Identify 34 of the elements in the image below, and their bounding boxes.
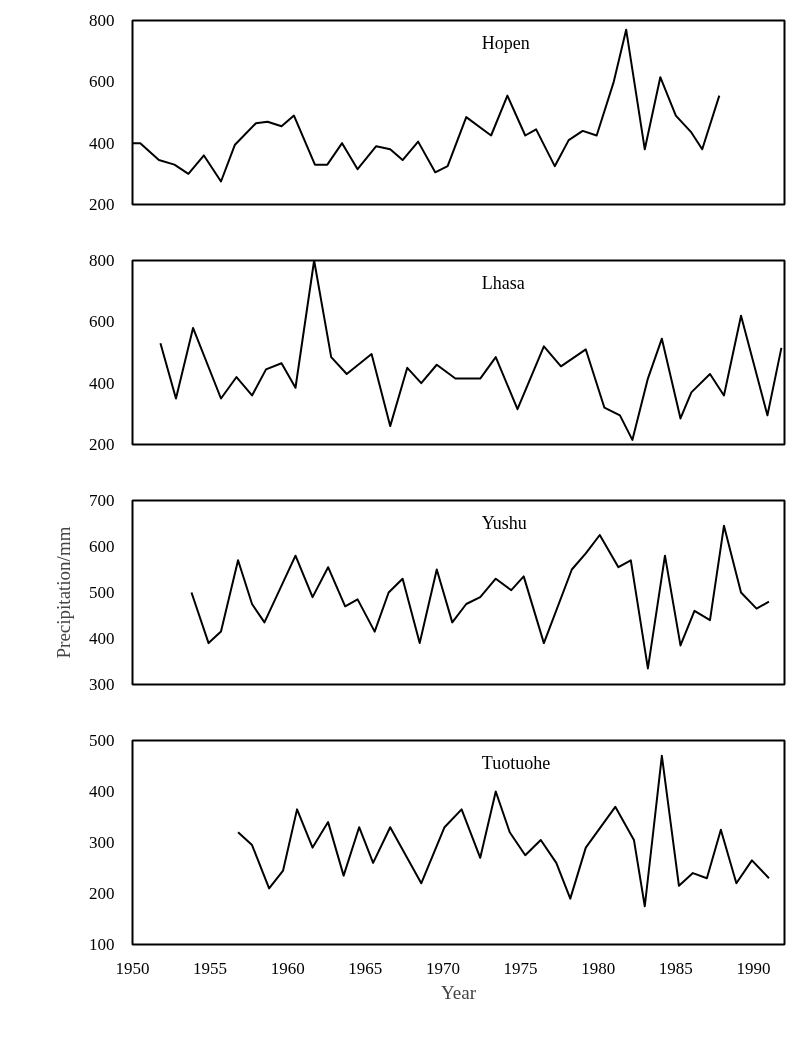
text: Lhasa bbox=[481, 272, 525, 293]
text: Yushu bbox=[481, 512, 527, 533]
x-tick-label: 1985 bbox=[658, 958, 693, 978]
y-tick-label: 400 bbox=[89, 133, 115, 153]
y-tick-label: 100 bbox=[89, 935, 115, 954]
y-tick-label: 800 bbox=[89, 251, 115, 270]
x-tick-label: 1960 bbox=[270, 958, 305, 978]
y-tick-label: 200 bbox=[89, 435, 115, 454]
y-tick-label: 200 bbox=[89, 195, 115, 214]
x-tick-label: 1980 bbox=[581, 958, 616, 978]
x-tick-label: 1955 bbox=[193, 958, 228, 978]
y-tick-label: 700 bbox=[89, 491, 115, 510]
x-tick-label: 1990 bbox=[736, 958, 771, 978]
x-tick-label: 1965 bbox=[348, 958, 383, 978]
y-tick-label: 600 bbox=[89, 312, 115, 332]
y-tick-label: 400 bbox=[89, 629, 115, 648]
y-tick-label: 400 bbox=[89, 373, 115, 393]
x-tick-label: 1970 bbox=[425, 958, 460, 978]
y-axis-title: Precipitation/mm bbox=[53, 526, 74, 659]
y-tick-label: 200 bbox=[89, 884, 115, 903]
x-tick-label: 1975 bbox=[503, 958, 538, 978]
y-tick-label: 600 bbox=[89, 72, 115, 92]
y-tick-label: 600 bbox=[89, 537, 115, 556]
y-tick-label: 300 bbox=[89, 675, 115, 694]
y-tick-label: 500 bbox=[89, 583, 115, 602]
y-tick-label: 400 bbox=[89, 782, 115, 801]
x-tick-label: 1950 bbox=[115, 958, 150, 978]
text: Hopen bbox=[481, 32, 530, 53]
x-axis-title: Year bbox=[440, 981, 477, 1003]
line-series bbox=[237, 754, 770, 908]
y-tick-label: 800 bbox=[89, 11, 115, 30]
text: Tuotuohe bbox=[481, 752, 551, 773]
y-tick-label: 300 bbox=[89, 833, 115, 852]
y-tick-label: 500 bbox=[89, 731, 115, 750]
